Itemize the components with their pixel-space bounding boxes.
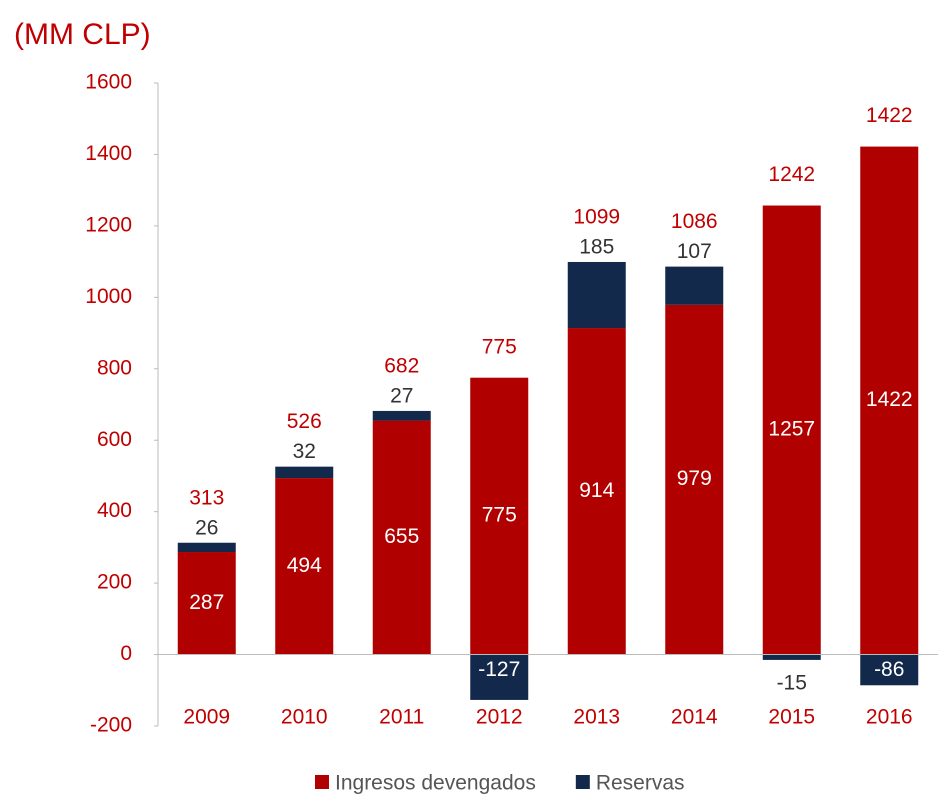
legend-swatch (315, 775, 329, 789)
bar-segment (275, 466, 334, 479)
data-label: 494 (287, 554, 322, 577)
y-tick-label: 1200 (85, 213, 132, 236)
bar-segment (470, 654, 529, 700)
y-tick-label: 1600 (85, 71, 132, 94)
x-tick-label: 2011 (379, 706, 424, 729)
bar-segment (860, 654, 919, 686)
total-label: 1099 (573, 206, 620, 229)
bar-segment (372, 410, 431, 421)
y-tick-label: 200 (97, 571, 132, 594)
bar-segment (177, 542, 236, 553)
total-label: 1086 (671, 210, 718, 233)
legend-swatch (575, 775, 590, 789)
data-label: 914 (579, 479, 614, 502)
data-label: 26 (195, 516, 218, 539)
x-tick-label: 2010 (281, 706, 328, 729)
legend-label: Reservas (596, 772, 685, 795)
bar-segment (275, 478, 334, 655)
y-tick-label: 1000 (85, 285, 132, 308)
x-tick-label: 2012 (476, 706, 523, 729)
data-label: 655 (384, 525, 419, 548)
data-label: 1257 (768, 418, 815, 441)
x-tick-label: 2015 (768, 706, 815, 729)
x-tick-label: 2016 (866, 706, 913, 729)
total-label: 682 (384, 354, 419, 377)
y-tick-label: 800 (97, 356, 132, 379)
x-tick-label: 2009 (183, 706, 230, 729)
total-label: 1242 (768, 163, 815, 186)
bar-segment (470, 377, 529, 655)
total-label: 313 (189, 486, 224, 509)
bar-segment (567, 261, 626, 329)
y-tick-label: 600 (97, 428, 132, 451)
data-label: -127 (478, 658, 520, 681)
y-tick-label: 1400 (85, 142, 132, 165)
data-label: 185 (579, 236, 614, 259)
x-tick-label: 2014 (671, 706, 718, 729)
bar-segment (665, 266, 724, 305)
bar-segment (372, 420, 431, 655)
total-label: 775 (482, 335, 517, 358)
data-label: 27 (390, 384, 413, 407)
data-label: -86 (874, 658, 904, 681)
bar-segment (762, 654, 821, 660)
data-label: 1422 (866, 388, 913, 411)
total-label: 1422 (866, 104, 913, 127)
bar-segment (567, 328, 626, 655)
data-label: 32 (293, 440, 316, 463)
bar-segment (177, 552, 236, 655)
total-label: 526 (287, 410, 322, 433)
bar-segment (665, 304, 724, 655)
legend-label: Ingresos devengados (335, 772, 536, 795)
data-label: 979 (677, 467, 712, 490)
y-tick-label: 400 (97, 499, 132, 522)
y-tick-label: -200 (90, 714, 132, 737)
data-label: -15 (777, 671, 807, 694)
chart-title: (MM CLP) (14, 18, 151, 51)
x-tick-label: 2013 (573, 706, 620, 729)
data-label: 107 (677, 240, 712, 263)
bar-segment (860, 146, 919, 655)
data-label: 775 (482, 504, 517, 527)
y-tick-label: 0 (120, 642, 132, 665)
data-label: 287 (189, 591, 224, 614)
bar-segment (762, 205, 821, 655)
